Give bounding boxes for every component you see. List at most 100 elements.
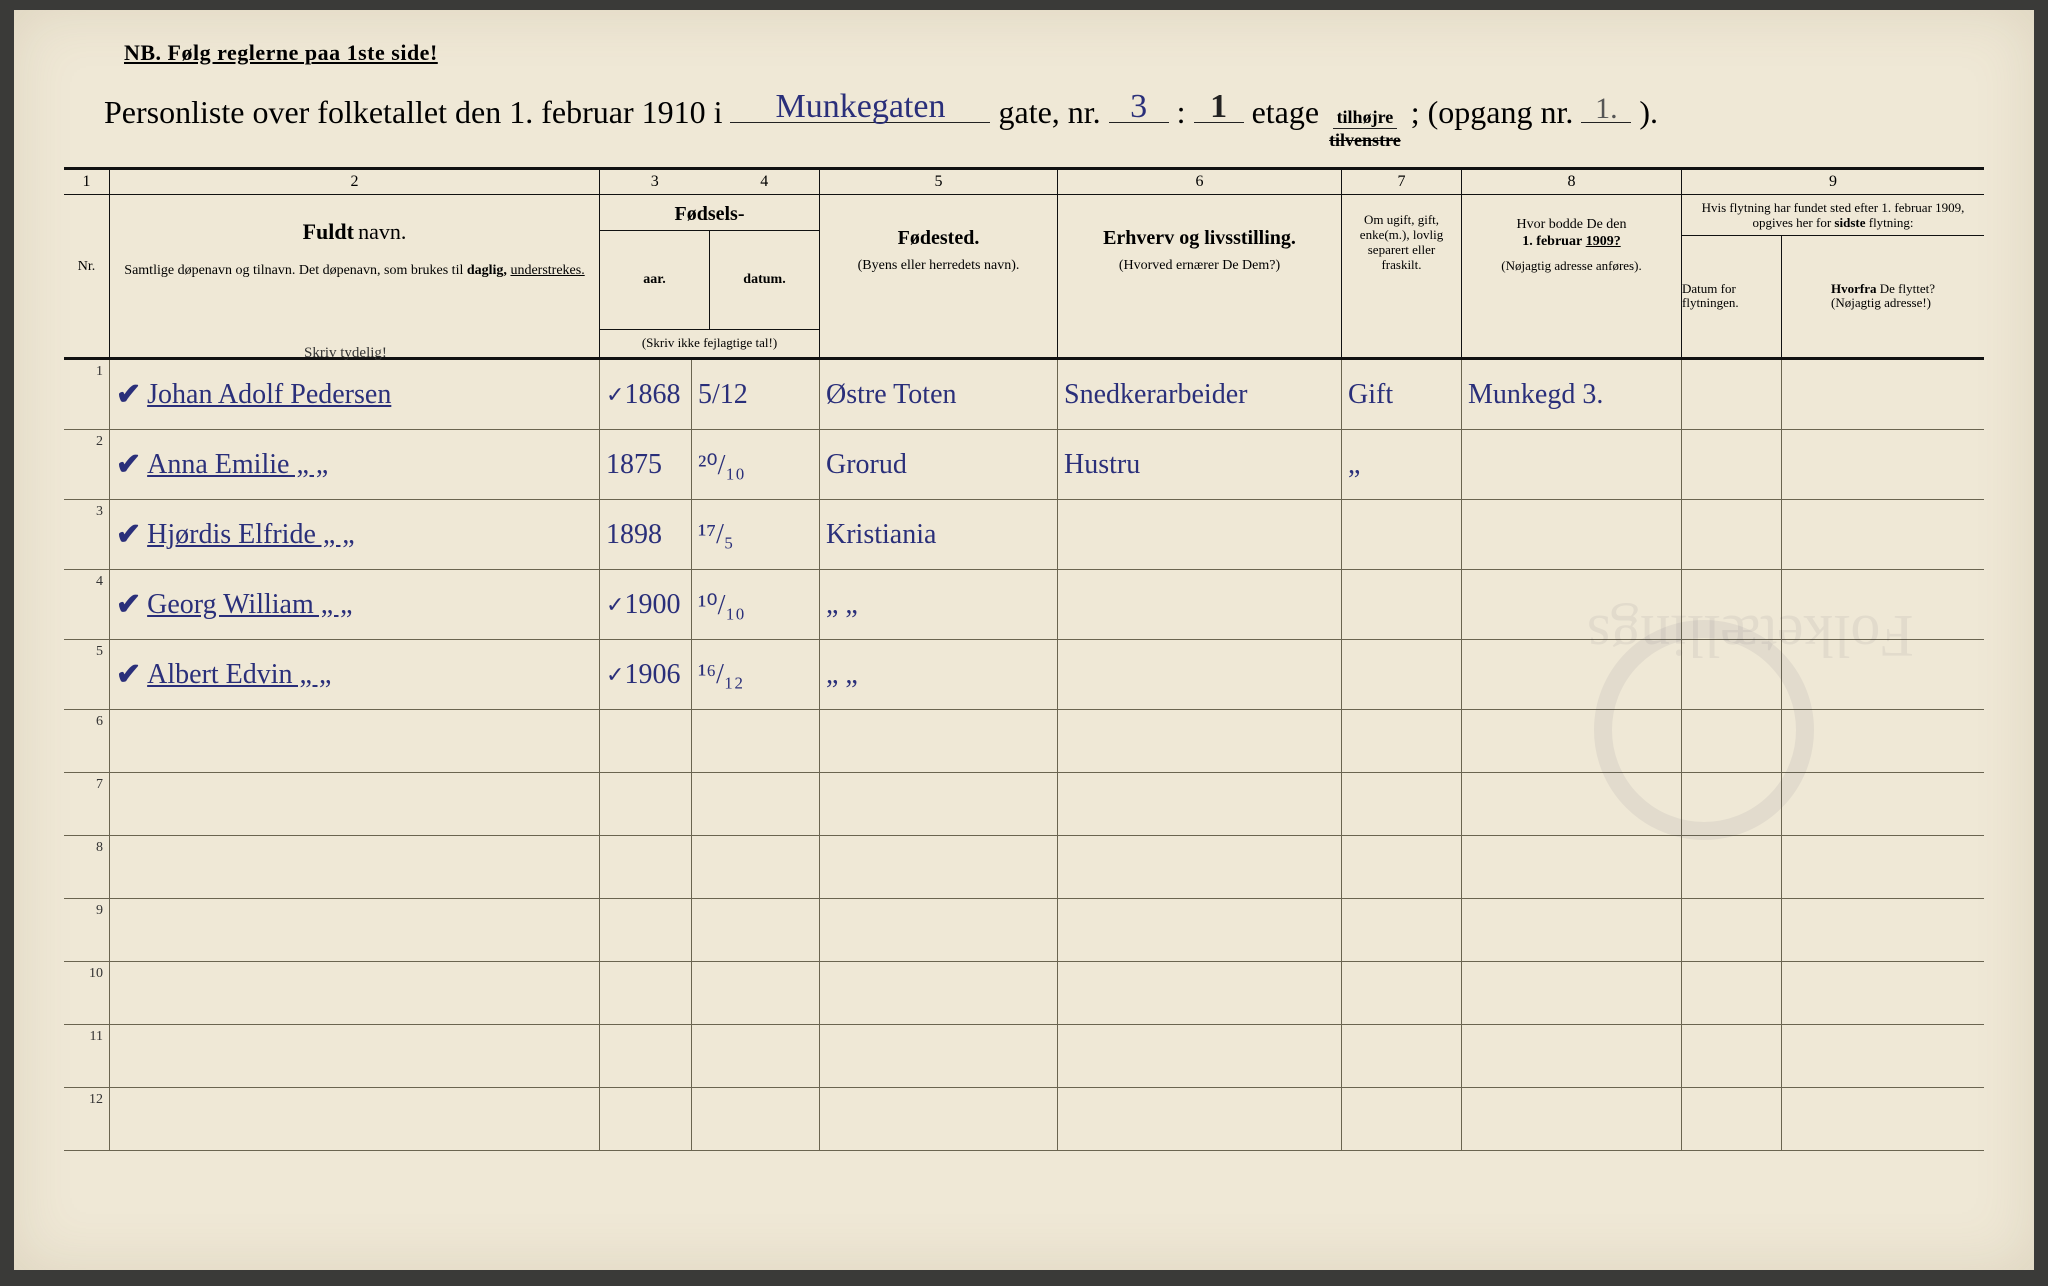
cell-address-1909: [1462, 1025, 1682, 1087]
knowledge-marital: [1342, 500, 1462, 569]
cell-moved-from: [1782, 360, 1984, 429]
cell-date: ¹⁷/₅: [692, 500, 820, 569]
coln-2: 2: [110, 170, 600, 194]
cell-occupation: Snedkerarbeider: [1058, 360, 1342, 429]
table-row: 5✔Albert Edvin „ „✓1906¹⁶/₁₂„ „: [64, 640, 1984, 710]
row-number: 12: [64, 1088, 110, 1150]
cell-move-date: [1682, 710, 1782, 772]
cell-moved-from: [1782, 500, 1984, 569]
coln-4: 4: [760, 173, 768, 191]
table-row: 3✔Hjørdis Elfride „ „1898¹⁷/₅Kristiania: [64, 500, 1984, 570]
cell-date: [692, 899, 820, 961]
cell-date: [692, 1088, 820, 1150]
column-number-row: 1 2 3 4 5 6 7 8 9: [64, 167, 1984, 195]
cell-birthplace: Østre Toten: [820, 360, 1058, 429]
knowledge-marital: [1342, 570, 1462, 639]
hdr-1909: Hvor bodde De den 1. februar 1909? (Nøja…: [1462, 195, 1682, 357]
cell-birthplace: [820, 710, 1058, 772]
cell-year: 1875: [600, 430, 692, 499]
hdr-fodested-sub: (Byens eller herredets navn).: [820, 254, 1057, 279]
cell-date: [692, 1025, 820, 1087]
knowledge-marital: [1342, 1088, 1462, 1150]
tilhojre-label: tilhøjre: [1333, 108, 1398, 129]
coln-3: 3: [651, 173, 659, 191]
row-number: 1: [64, 360, 110, 429]
cell-year: [600, 1088, 692, 1150]
cell-move-date: [1682, 430, 1782, 499]
cell-name: [110, 710, 600, 772]
cell-address-1909: [1462, 570, 1682, 639]
table-row: 7: [64, 773, 1984, 836]
cell-address-1909: [1462, 836, 1682, 898]
cell-year: [600, 836, 692, 898]
hdr-nr-label: Nr.: [64, 255, 109, 280]
cell-date: 5/12: [692, 360, 820, 429]
cell-birthplace: Kristiania: [820, 500, 1058, 569]
hdr-name: Fuldt navn. Samtlige døpenavn og tilnavn…: [110, 195, 600, 357]
cell-name: [110, 773, 600, 835]
row-number: 7: [64, 773, 110, 835]
hdr-fuldt: Fuldt: [303, 219, 354, 244]
cell-move-date: [1682, 836, 1782, 898]
row-number: 10: [64, 962, 110, 1024]
table-row: 8: [64, 836, 1984, 899]
hdr-erhverv: Erhverv og livsstilling. (Hvorved ernære…: [1058, 195, 1342, 357]
hdr-erhverv-label: Erhverv og livsstilling.: [1058, 223, 1341, 254]
cell-birthplace: [820, 773, 1058, 835]
table-body: 1✔Johan Adolf Pedersen✓18685/12Østre Tot…: [64, 360, 1984, 1151]
cell-address-1909: [1462, 500, 1682, 569]
row-number: 4: [64, 570, 110, 639]
cell-date: [692, 962, 820, 1024]
cell-address-1909: [1462, 710, 1682, 772]
knowledge-marital: [1342, 710, 1462, 772]
cell-year: ✓1868: [600, 360, 692, 429]
checkmark-icon: ✔: [116, 587, 141, 622]
coln-9: 9: [1682, 170, 1984, 194]
cell-name: ✔Anna Emilie „ „: [110, 430, 600, 499]
cell-occupation: [1058, 1025, 1342, 1087]
cell-year: [600, 1025, 692, 1087]
cell-move-date: [1682, 962, 1782, 1024]
hdr-fodested: Fødested. (Byens eller herredets navn).: [820, 195, 1058, 357]
cell-address-1909: [1462, 1088, 1682, 1150]
hdr-fodested-label: Fødested.: [820, 223, 1057, 254]
cell-name: [110, 836, 600, 898]
cell-move-date: [1682, 1088, 1782, 1150]
table-row: 11: [64, 1025, 1984, 1088]
cell-occupation: [1058, 640, 1342, 709]
opgang-number-handwritten: 1.: [1595, 92, 1618, 126]
cell-occupation: [1058, 899, 1342, 961]
checkmark-icon: ✔: [116, 377, 141, 412]
table-row: 2✔Anna Emilie „ „1875²⁰/₁₀GrorudHustru„: [64, 430, 1984, 500]
cell-move-date: [1682, 640, 1782, 709]
cell-birthplace: [820, 836, 1058, 898]
cell-birthplace: [820, 1025, 1058, 1087]
knowledge-marital: [1342, 836, 1462, 898]
cell-name: ✔Georg William „ „: [110, 570, 600, 639]
cell-address-1909: [1462, 899, 1682, 961]
title-prefix: Personliste over folketallet den 1. febr…: [104, 94, 722, 131]
knowledge-marital: [1342, 962, 1462, 1024]
title-gate: gate, nr.: [998, 94, 1100, 131]
cell-birthplace: „ „: [820, 640, 1058, 709]
row-number: 6: [64, 710, 110, 772]
title-end: ).: [1639, 94, 1658, 131]
cell-date: [692, 836, 820, 898]
cell-date: [692, 710, 820, 772]
hdr-col9-top: Hvis flytning har fundet sted efter 1. f…: [1682, 195, 1984, 235]
hdr-fodsels-label: Fødsels-: [600, 195, 819, 230]
hdr-marital-label: Om ugift, gift, enke(m.), lovlig separer…: [1342, 209, 1461, 277]
floor-number-handwritten: 1: [1210, 88, 1227, 126]
house-number-handwritten: 3: [1130, 88, 1147, 126]
hdr-1909-label: Hvor bodde De den 1. februar 1909?: [1462, 213, 1681, 255]
cell-year: [600, 899, 692, 961]
cell-moved-from: [1782, 962, 1984, 1024]
coln-5: 5: [820, 170, 1058, 194]
cell-birthplace: [820, 899, 1058, 961]
cell-moved-from: [1782, 836, 1984, 898]
cell-occupation: [1058, 773, 1342, 835]
cell-name: [110, 962, 600, 1024]
cell-move-date: [1682, 899, 1782, 961]
cell-address-1909: Munkegd 3.: [1462, 360, 1682, 429]
cell-moved-from: [1782, 773, 1984, 835]
